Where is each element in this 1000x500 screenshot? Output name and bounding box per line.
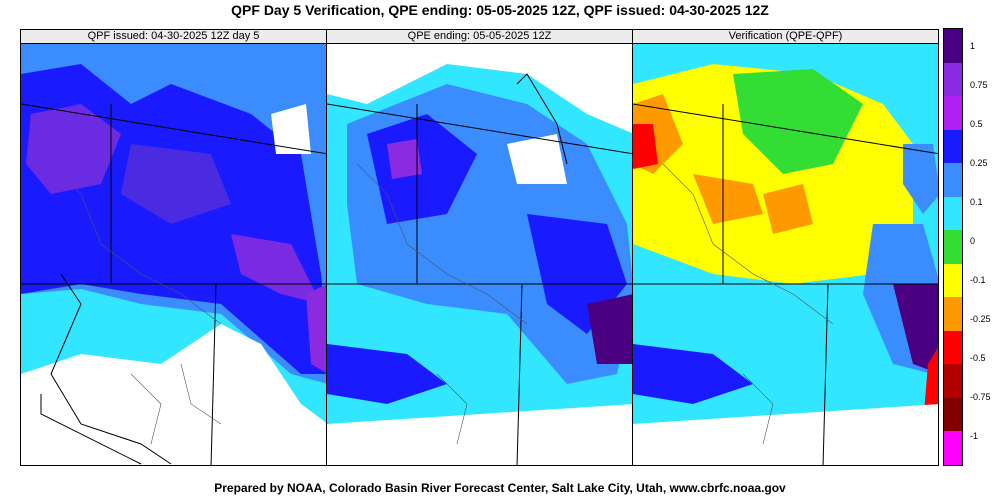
panel-header-qpf: QPF issued: 04-30-2025 12Z day 5 xyxy=(21,30,326,44)
legend-color-band xyxy=(944,62,962,97)
legend-tick-label: -1 xyxy=(970,431,979,442)
panel-qpe: QPE ending: 05-05-2025 12Z xyxy=(326,29,633,466)
legend-color-band xyxy=(944,297,962,331)
legend-tick-label: -0.25 xyxy=(970,314,991,325)
panel-header-verification: Verification (QPE-QPF) xyxy=(633,30,938,44)
footer-credit: Prepared by NOAA, Colorado Basin River F… xyxy=(214,481,786,495)
panel-header-qpe: QPE ending: 05-05-2025 12Z xyxy=(327,30,632,44)
legend-tick-label: 0.25 xyxy=(970,158,988,169)
figure-title: QPF Day 5 Verification, QPE ending: 05-0… xyxy=(231,2,769,18)
legend-tick-label: 0.5 xyxy=(970,119,983,130)
legend-color-band xyxy=(944,263,962,298)
legend-tick-label: -0.75 xyxy=(970,392,991,403)
legend-tick-label: 0.1 xyxy=(970,197,983,208)
legend-color-band xyxy=(944,129,962,164)
legend-color-band xyxy=(944,230,962,264)
legend-color-band xyxy=(944,330,962,365)
panel-qpf: QPF issued: 04-30-2025 12Z day 5 xyxy=(20,29,327,466)
legend-tick-label: -0.1 xyxy=(970,275,986,286)
panel-verification: Verification (QPE-QPF) xyxy=(632,29,939,466)
legend-tick-label: 1 xyxy=(970,41,976,51)
legend-color-band xyxy=(944,163,962,197)
legend-color-band xyxy=(944,431,962,465)
legend-color-band xyxy=(944,364,962,398)
legend-color-band xyxy=(944,196,962,231)
color-legend xyxy=(943,28,963,466)
legend-color-band xyxy=(944,397,962,432)
legend-color-band xyxy=(944,96,962,130)
legend-tick-label: -0.5 xyxy=(970,353,986,364)
map-qpe xyxy=(327,44,632,465)
legend-color-band xyxy=(944,29,962,63)
legend-tick-label: 0 xyxy=(970,236,976,247)
legend-tick-label: 0.75 xyxy=(970,80,988,91)
map-verification xyxy=(633,44,938,465)
map-qpf xyxy=(21,44,326,465)
